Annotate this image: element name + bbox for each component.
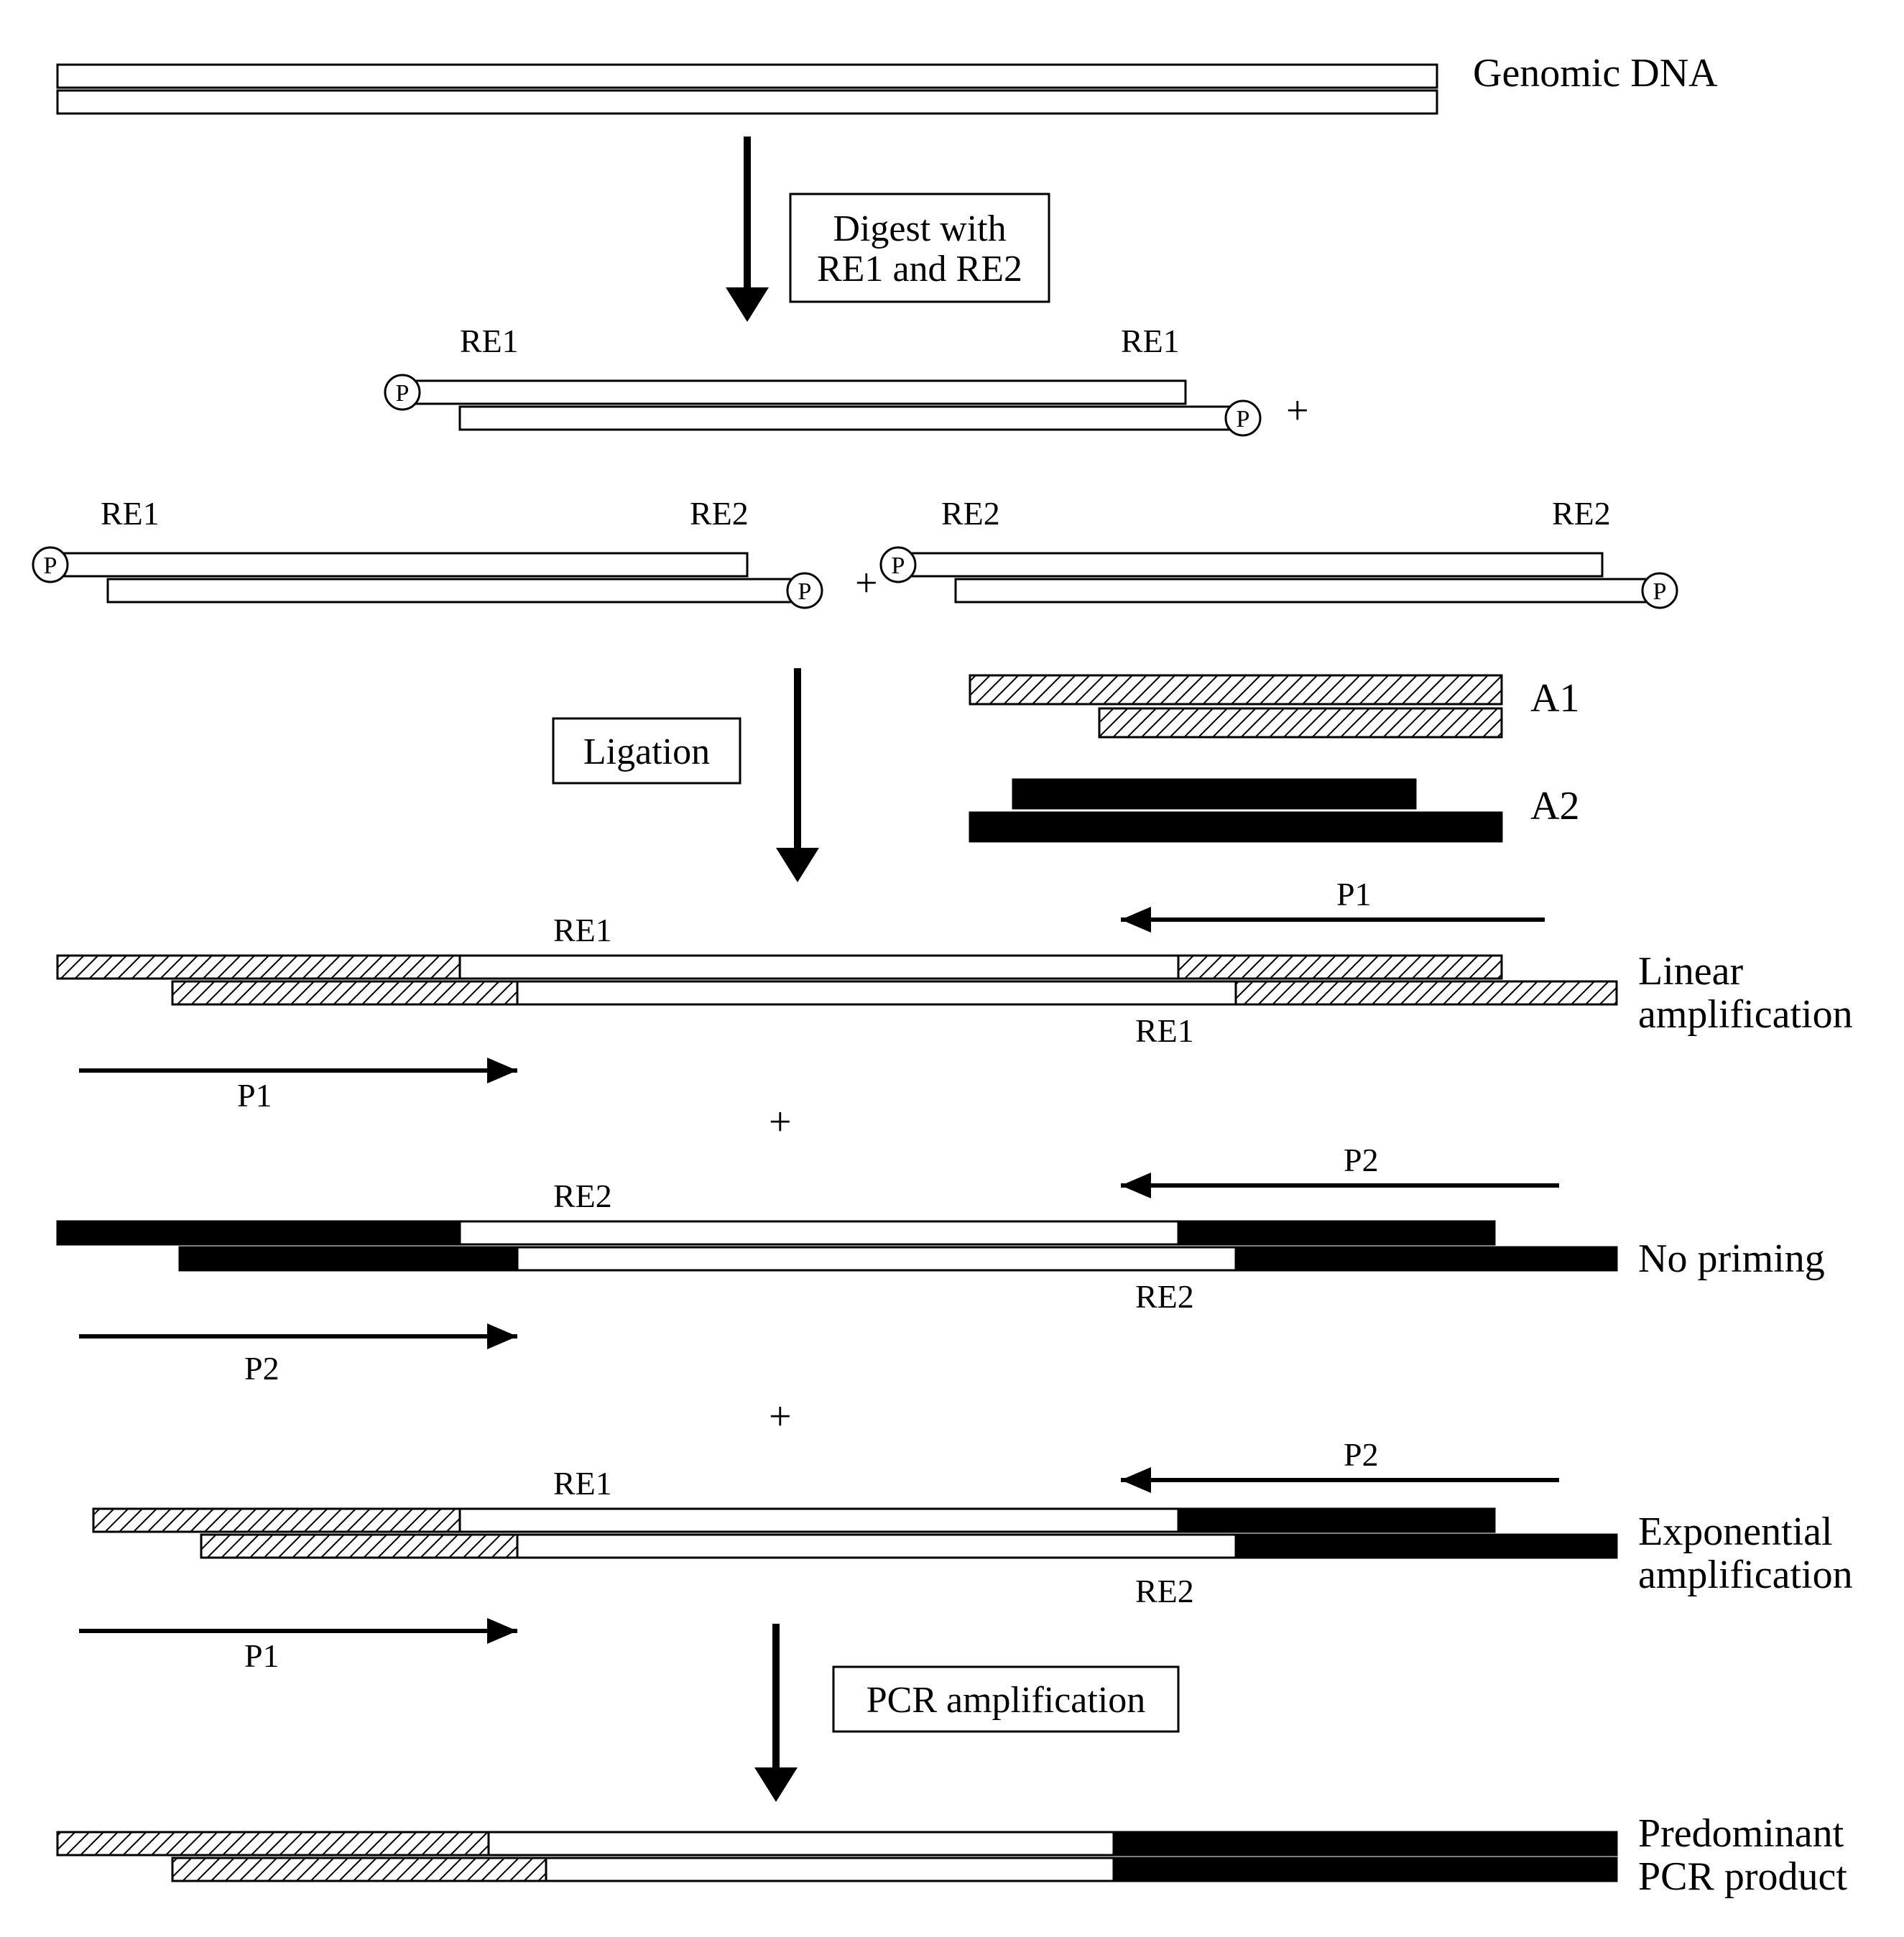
adapter-a1-top: [970, 675, 1502, 704]
label-plus4: +: [769, 1395, 792, 1439]
genomic-dna-top: [57, 65, 1437, 88]
construct-exp-mid-bot: [517, 1535, 1236, 1558]
adapter-a1-bot: [1099, 708, 1502, 737]
label-genomic: Genomic DNA: [1473, 51, 1718, 96]
label-plus3: +: [769, 1100, 792, 1145]
label-re1b: RE1: [1121, 323, 1180, 359]
label-linamp2: amplification: [1638, 992, 1853, 1037]
label-a2: A2: [1530, 784, 1579, 828]
construct-noprime-leftad-bot: [180, 1247, 532, 1270]
label-re2_5: RE2: [1135, 1573, 1194, 1609]
label-p1a: P1: [1336, 876, 1372, 912]
arrow-digest-head: [726, 287, 769, 322]
label-p1b: P1: [237, 1077, 272, 1114]
label-prod2: PCR product: [1638, 1854, 1847, 1899]
label-p2c: P2: [1344, 1436, 1379, 1473]
label-re1_5: RE1: [553, 1465, 612, 1502]
label-re1a: RE1: [460, 323, 519, 359]
construct-exp-leftad-bot: [201, 1535, 539, 1558]
p-re1-right-label: P: [1237, 406, 1250, 433]
label-p2a: P2: [1344, 1142, 1379, 1178]
label-plus1: +: [1286, 389, 1309, 433]
label-re2b: RE2: [941, 495, 1000, 532]
arrow-pcr-head: [754, 1767, 798, 1802]
construct-exp-rightad-top: [1142, 1509, 1494, 1532]
label-prod1: Predominant: [1638, 1811, 1844, 1856]
primer-p1-top-r-head: [1121, 907, 1151, 933]
label-re1_3b: RE1: [1135, 1012, 1194, 1049]
diagram-root: Genomic DNA Digest withRE1 and RE2 P P RE1 RE…: [0, 0, 1904, 1937]
construct-linear-leftad-bot: [172, 981, 517, 1004]
arrow-ligate-head: [776, 848, 819, 882]
frag-re1-re2-top: [57, 553, 747, 576]
label-noprime: No priming: [1638, 1236, 1825, 1281]
frag-re1-re1-bot: [460, 407, 1236, 430]
label-p2b: P2: [244, 1350, 279, 1387]
construct-linear-mid-top: [460, 956, 1178, 979]
frag-re1-re2-bot: [108, 579, 798, 602]
label-linamp1: Linear: [1638, 949, 1743, 994]
frag-re2-re2-bot: [956, 579, 1653, 602]
genomic-dna-bot: [57, 91, 1437, 114]
p-re1re2-right-label: P: [798, 578, 812, 605]
label-re2a: RE2: [690, 495, 749, 532]
label-re1c: RE1: [101, 495, 160, 532]
frag-re1-re1-top: [410, 381, 1186, 404]
construct-linear-leftad-top: [57, 956, 517, 979]
product-leftad-top: [57, 1832, 546, 1855]
primer-p2-bot-l-head: [487, 1323, 517, 1349]
product-rightad-bot: [1114, 1858, 1617, 1881]
construct-linear-rightad-top: [1157, 956, 1502, 979]
ligation-step-line0: Ligation: [583, 731, 710, 772]
frag-re2-re2-top: [905, 553, 1602, 576]
label-re1_3a: RE1: [553, 912, 612, 948]
p-re2-left-label: P: [892, 553, 905, 579]
primer-p1-bot-l-head: [487, 1058, 517, 1083]
label-plus2: +: [855, 561, 878, 606]
construct-noprime-mid-bot: [517, 1247, 1236, 1270]
label-expamp2: amplification: [1638, 1553, 1853, 1597]
construct-noprime-mid-top: [460, 1221, 1178, 1244]
adapter-a2-bot: [970, 813, 1502, 841]
digest-step-line0: Digest with: [833, 208, 1006, 249]
construct-linear-mid-bot: [517, 981, 1236, 1004]
product-leftad-bot: [172, 1858, 546, 1881]
product-mid-top: [489, 1832, 1135, 1855]
label-re2c: RE2: [1552, 495, 1611, 532]
construct-noprime-rightad-top: [1142, 1221, 1494, 1244]
product-mid-bot: [546, 1858, 1135, 1881]
label-re2_4a: RE2: [553, 1178, 612, 1214]
primer-p1-exp-l-head: [487, 1618, 517, 1644]
p-re2-right-label: P: [1653, 578, 1667, 605]
pcr-step-line0: PCR amplification: [866, 1680, 1146, 1721]
shapes-layer: [33, 65, 1677, 1881]
construct-exp-mid-top: [460, 1509, 1178, 1532]
p-re1re2-left-label: P: [44, 553, 57, 579]
label-re2_4b: RE2: [1135, 1278, 1194, 1315]
digest-step-line1: RE1 and RE2: [817, 249, 1022, 290]
adapter-a2-top: [1013, 780, 1415, 808]
label-p1c: P1: [244, 1637, 279, 1674]
primer-p2-exp-r-head: [1121, 1467, 1151, 1493]
p-re1-left-label: P: [396, 380, 410, 407]
label-a1: A1: [1530, 676, 1579, 721]
product-rightad-top: [1114, 1832, 1617, 1855]
primer-p2-top-r-head: [1121, 1173, 1151, 1198]
label-expamp1: Exponential: [1638, 1510, 1833, 1554]
